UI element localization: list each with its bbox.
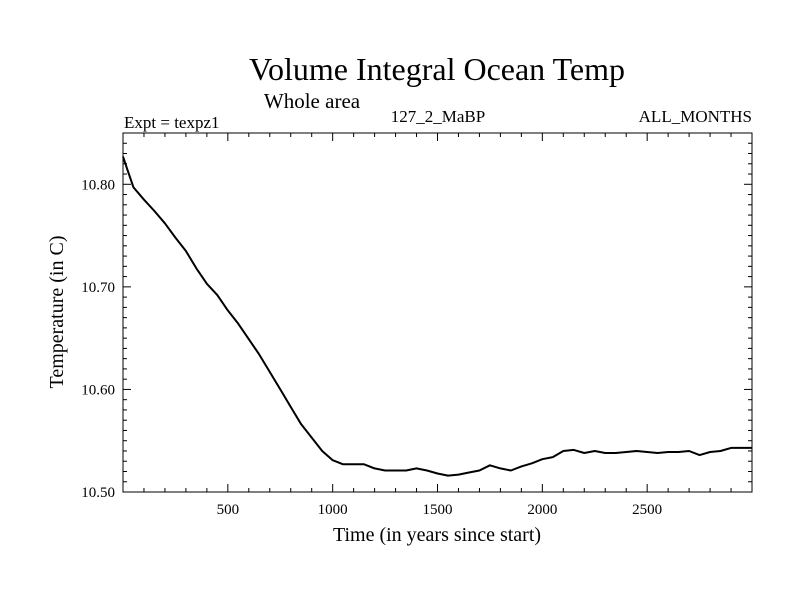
months-label: ALL_MONTHS (639, 107, 752, 126)
y-tick-label: 10.50 (81, 485, 115, 501)
plot-frame (122, 132, 753, 493)
run-label: 127_2_MaBP (391, 107, 485, 126)
y-axis-label: Temperature (in C) (46, 236, 68, 389)
x-tick-label: 500 (217, 502, 240, 518)
x-axis-label: Time (in years since start) (333, 524, 541, 546)
x-tick-label: 1500 (423, 502, 453, 518)
y-axis-ticks: 10.50 10.60 10.70 10.80 (81, 177, 752, 501)
x-tick-label: 2500 (632, 502, 662, 518)
x-tick-label: 1000 (318, 502, 348, 518)
chart-subtitle: Whole area (264, 89, 361, 113)
chart-title: Volume Integral Ocean Temp (249, 51, 625, 87)
y-tick-label: 10.70 (81, 280, 115, 296)
minor-ticks (123, 133, 752, 492)
y-tick-label: 10.80 (81, 177, 115, 193)
y-tick-label: 10.60 (81, 382, 115, 398)
experiment-label: Expt = texpz1 (124, 113, 220, 132)
x-axis-ticks: 500 1000 1500 2000 2500 (217, 133, 662, 518)
x-tick-label: 2000 (527, 502, 557, 518)
temperature-series-line (122, 156, 752, 477)
